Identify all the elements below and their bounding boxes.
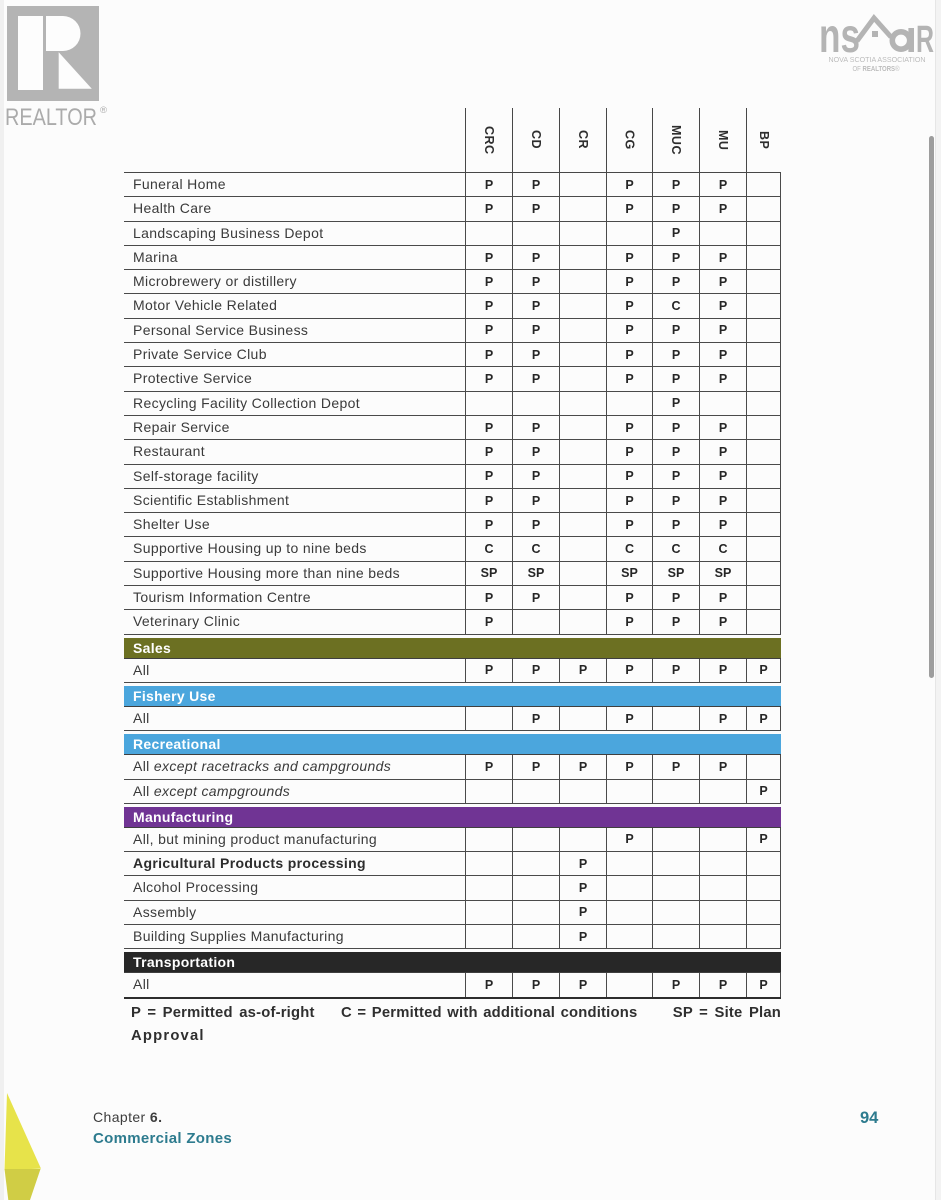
svg-text:ns: ns	[819, 10, 860, 63]
svg-text:NOVA SCOTIA ASSOCIATION: NOVA SCOTIA ASSOCIATION	[829, 55, 926, 64]
svg-text:REALTOR: REALTOR	[5, 104, 97, 131]
svg-text:OF REALTORS®: OF REALTORS®	[853, 64, 900, 73]
svg-text:R: R	[916, 19, 934, 61]
svg-text:®: ®	[100, 105, 107, 116]
